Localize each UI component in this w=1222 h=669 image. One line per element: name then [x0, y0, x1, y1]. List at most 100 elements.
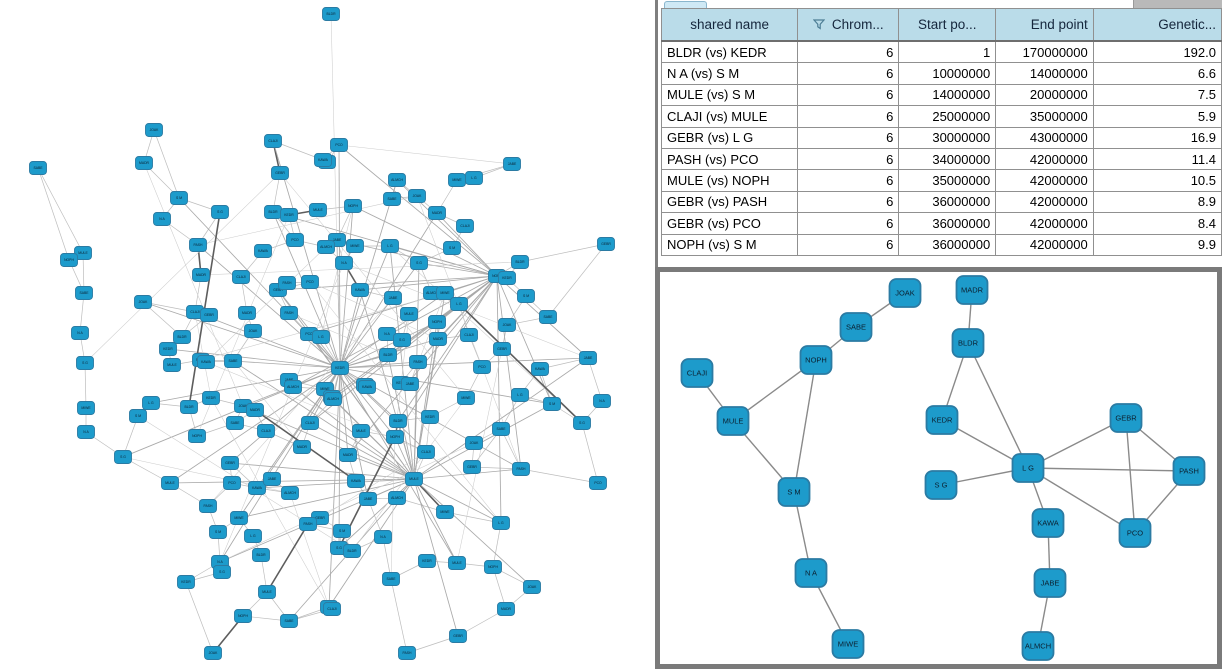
network-node[interactable]: SABE	[75, 286, 93, 300]
network-node[interactable]: KEDR	[159, 342, 177, 356]
network-node[interactable]: L G	[465, 171, 483, 185]
node-shape[interactable]	[188, 429, 206, 443]
node-n-a[interactable]: N A	[794, 558, 828, 588]
node-shape[interactable]	[286, 233, 304, 247]
node-l-g[interactable]: L G	[1011, 453, 1045, 483]
node-shape[interactable]	[498, 318, 516, 332]
table-tab-fragment[interactable]	[664, 1, 707, 8]
cell-value[interactable]: 30000000	[898, 126, 997, 149]
node-shape[interactable]	[597, 237, 615, 251]
cell-shared-name[interactable]: GEBR (vs) L G	[660, 126, 799, 149]
network-node[interactable]: KEDR	[421, 410, 439, 424]
node-shape[interactable]	[317, 240, 335, 254]
cell-value[interactable]: 36000000	[898, 190, 997, 214]
node-shape[interactable]	[543, 397, 561, 411]
table-row[interactable]: GEBR (vs) L G 6 30000000 43000000 16.9	[660, 126, 1222, 149]
node-shape[interactable]	[429, 332, 447, 346]
node-shape[interactable]	[280, 208, 298, 222]
network-node[interactable]: MULE	[448, 556, 466, 570]
filter-funnel-icon[interactable]	[812, 19, 826, 30]
network-node[interactable]: N A	[593, 394, 611, 408]
node-sabe[interactable]: SABE	[839, 312, 873, 342]
network-node[interactable]: MIWE	[457, 391, 475, 405]
table-row[interactable]: MULE (vs) S M 6 14000000 20000000 7.5	[660, 83, 1222, 107]
node-shape[interactable]	[389, 414, 407, 428]
cell-value[interactable]: 42000000	[995, 233, 1094, 256]
node-shape[interactable]	[161, 476, 179, 490]
node-shape[interactable]	[777, 477, 811, 507]
cell-value[interactable]: 5.9	[1092, 105, 1222, 128]
network-node[interactable]: L G	[450, 297, 468, 311]
network-node[interactable]: MADR	[192, 268, 210, 282]
node-shape[interactable]	[443, 241, 461, 255]
node-shape[interactable]	[951, 328, 985, 358]
node-shape[interactable]	[831, 629, 865, 659]
node-shape[interactable]	[234, 609, 252, 623]
network-node[interactable]: KEDR	[418, 554, 436, 568]
node-shape[interactable]	[248, 481, 266, 495]
network-node[interactable]: PASH	[280, 306, 298, 320]
node-shape[interactable]	[492, 422, 510, 436]
network-node[interactable]: S G	[76, 356, 94, 370]
cell-value[interactable]: 192.0	[1092, 40, 1222, 64]
subnetwork-edge-NOPH-SM[interactable]	[793, 359, 817, 493]
node-shape[interactable]	[258, 585, 276, 599]
node-shape[interactable]	[145, 123, 163, 137]
node-joak[interactable]: JOAK	[888, 278, 922, 308]
node-shape[interactable]	[129, 409, 147, 423]
network-node[interactable]: L G	[492, 516, 510, 530]
network-node[interactable]: BLDR	[379, 348, 397, 362]
network-node[interactable]: GEBR	[463, 460, 481, 474]
node-shape[interactable]	[409, 355, 427, 369]
node-shape[interactable]	[344, 199, 362, 213]
network-node[interactable]: JOAK	[204, 646, 222, 660]
network-node[interactable]: KAWA	[351, 283, 369, 297]
network-node[interactable]: PASH	[278, 276, 296, 290]
cell-value[interactable]: 6	[797, 233, 900, 256]
network-node[interactable]: BLDR	[264, 205, 282, 219]
network-node[interactable]: S G	[114, 450, 132, 464]
node-shape[interactable]	[421, 410, 439, 424]
network-node[interactable]: NOPH	[188, 429, 206, 443]
network-node[interactable]: MADR	[428, 206, 446, 220]
node-shape[interactable]	[384, 291, 402, 305]
network-node[interactable]: PCO	[473, 360, 491, 374]
node-pash[interactable]: PASH	[1172, 456, 1206, 486]
node-shape[interactable]	[465, 436, 483, 450]
node-shape[interactable]	[76, 356, 94, 370]
node-shape[interactable]	[382, 572, 400, 586]
horizontal-scrollbar[interactable]	[1133, 0, 1222, 8]
node-s-g[interactable]: S G	[924, 470, 958, 500]
network-node[interactable]: MULE	[163, 358, 181, 372]
column-header-shared-name[interactable]: shared name	[660, 8, 799, 42]
cell-value[interactable]: 10.5	[1092, 169, 1222, 192]
node-shape[interactable]	[436, 505, 454, 519]
node-shape[interactable]	[955, 275, 989, 305]
network-node[interactable]: MULE	[352, 424, 370, 438]
network-node[interactable]: L G	[511, 388, 529, 402]
cell-value[interactable]: 170000000	[995, 40, 1094, 64]
node-shape[interactable]	[498, 271, 516, 285]
network-node[interactable]: N A	[77, 425, 95, 439]
node-shape[interactable]	[374, 530, 392, 544]
network-node[interactable]: PASH	[409, 355, 427, 369]
network-node[interactable]: MULE	[161, 476, 179, 490]
node-shape[interactable]	[401, 377, 419, 391]
network-node[interactable]: PCO	[301, 275, 319, 289]
node-shape[interactable]	[309, 203, 327, 217]
network-node[interactable]: MIWE	[346, 239, 364, 253]
node-shape[interactable]	[213, 565, 231, 579]
network-node[interactable]: ALMCH	[324, 392, 342, 406]
network-node[interactable]: PCO	[286, 233, 304, 247]
cell-value[interactable]: 1	[898, 40, 997, 64]
network-node[interactable]: N A	[374, 530, 392, 544]
node-shape[interactable]	[281, 486, 299, 500]
cell-value[interactable]: 6	[797, 40, 900, 64]
node-shape[interactable]	[346, 239, 364, 253]
node-shape[interactable]	[393, 333, 411, 347]
cell-shared-name[interactable]: CLAJI (vs) MULE	[660, 105, 799, 128]
network-node[interactable]: JOAK	[498, 318, 516, 332]
cell-value[interactable]: 8.9	[1092, 190, 1222, 214]
node-shape[interactable]	[457, 391, 475, 405]
network-node[interactable]: S G	[393, 333, 411, 347]
